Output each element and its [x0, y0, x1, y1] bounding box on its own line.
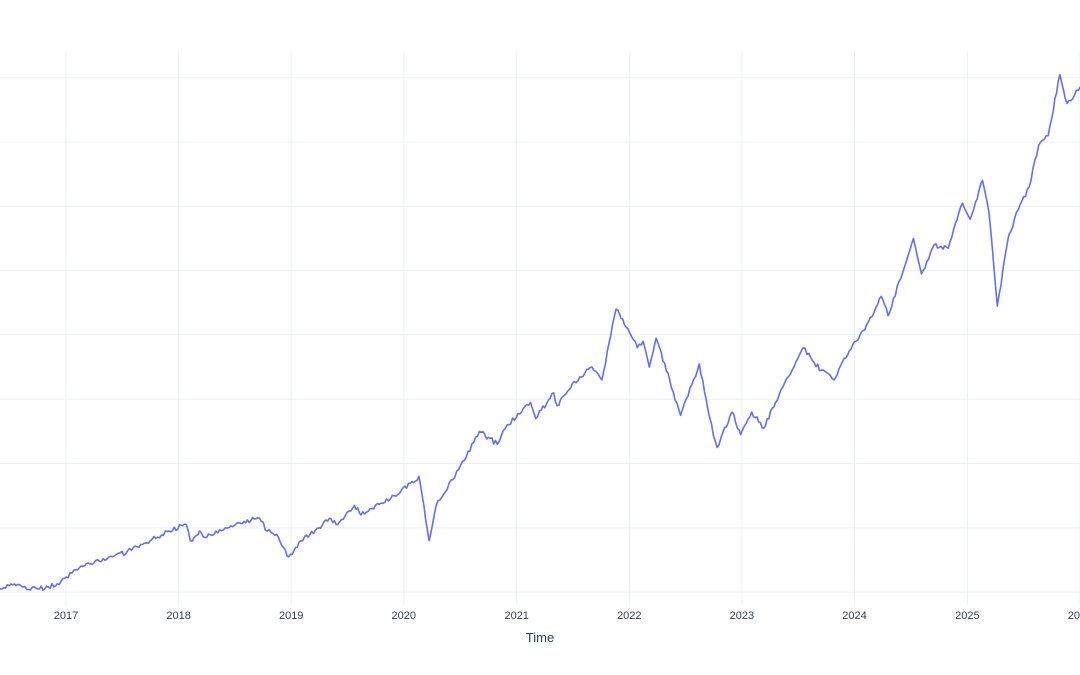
x-tick-label: 2019 [279, 610, 303, 622]
series-layer [0, 73, 1080, 592]
x-tick-label: 2023 [730, 610, 754, 622]
x-tick-label: 2026 [1068, 610, 1080, 622]
x-axis-title: Time [526, 630, 554, 645]
x-tick-label: 2022 [617, 610, 641, 622]
grid [0, 52, 1080, 605]
x-tick-label: 2020 [392, 610, 416, 622]
series-line [0, 73, 1080, 592]
x-tick-label: 2025 [955, 610, 979, 622]
x-tick-label: 2018 [166, 610, 190, 622]
x-tick-label: 2021 [504, 610, 528, 622]
x-tick-label: 2024 [842, 610, 866, 622]
x-axis-ticks: 2017 2018 2019 2020 2021 2022 2023 2024 2025 2026 [54, 610, 1080, 622]
x-tick-label: 2017 [54, 610, 78, 622]
